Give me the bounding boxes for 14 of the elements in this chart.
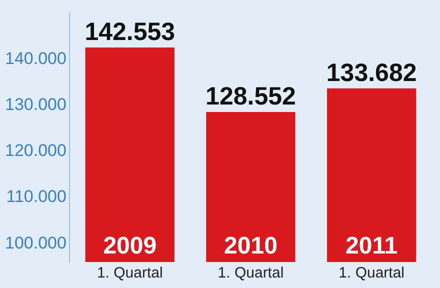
data-label: 128.552 — [206, 82, 296, 110]
data-label: 142.553 — [84, 18, 176, 46]
text: 1. Quartal — [218, 264, 284, 282]
y-tick-label: 120.000 — [5, 141, 66, 160]
y-tick-label: 140.000 — [5, 48, 66, 68]
data-label: 133.682 — [326, 58, 417, 87]
x-tick-label: 2010 — [224, 232, 278, 260]
x-tick-label: 2011 — [346, 232, 398, 260]
text: 1. Quartal — [338, 264, 405, 282]
x-tick-label: 2009 — [103, 232, 157, 260]
y-tick-label: 100.000 — [5, 233, 66, 252]
text: 1. Quartal — [96, 264, 163, 282]
y-tick-label: 130.000 — [5, 95, 66, 114]
y-tick-label: 110.000 — [6, 187, 66, 206]
